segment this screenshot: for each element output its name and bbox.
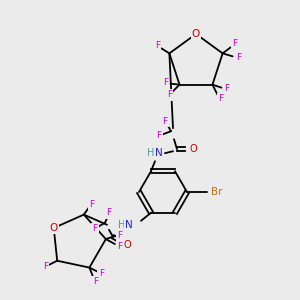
Text: O: O [189, 144, 197, 154]
Text: F: F [162, 117, 168, 126]
Text: F: F [99, 269, 104, 278]
Text: F: F [167, 90, 172, 99]
Text: F: F [156, 131, 162, 140]
Text: H: H [147, 148, 155, 158]
Text: N: N [155, 148, 163, 158]
Text: F: F [43, 262, 48, 271]
Text: O: O [192, 29, 200, 39]
Text: F: F [232, 39, 237, 48]
Text: F: F [218, 94, 223, 103]
Text: F: F [117, 231, 122, 240]
Text: F: F [92, 224, 98, 233]
Text: F: F [163, 78, 168, 87]
Text: O: O [50, 223, 58, 233]
Text: F: F [224, 84, 229, 93]
Text: F: F [155, 41, 160, 50]
Text: F: F [106, 208, 112, 217]
Text: N: N [125, 220, 133, 230]
Text: F: F [236, 53, 241, 62]
Text: Br: Br [211, 187, 223, 197]
Text: O: O [123, 240, 131, 250]
Text: F: F [117, 242, 122, 250]
Text: H: H [118, 220, 126, 230]
Text: F: F [89, 200, 94, 209]
Text: F: F [93, 277, 98, 286]
